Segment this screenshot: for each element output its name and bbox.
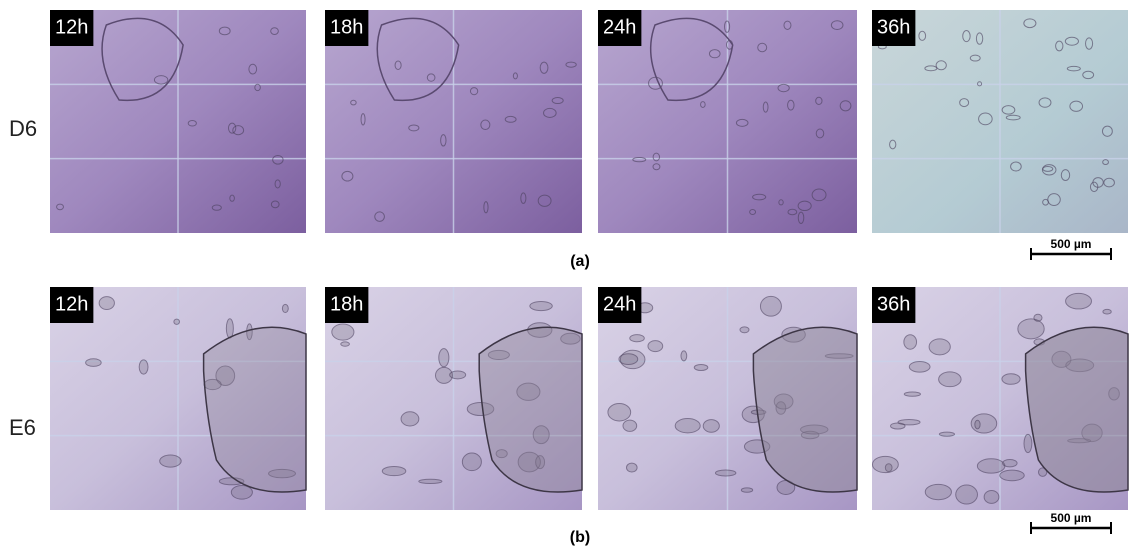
time-label: 12h [55, 293, 88, 315]
cell-cluster [675, 419, 700, 433]
cell-cluster [439, 349, 449, 367]
cell-cluster [626, 463, 637, 472]
micrograph [325, 287, 582, 510]
cell-cluster [630, 335, 644, 342]
cell-cluster [86, 359, 102, 367]
cell-cluster [909, 361, 930, 372]
cell-cluster [904, 392, 920, 396]
cell-cluster [891, 423, 905, 429]
cell-cluster [226, 319, 233, 338]
caption: (a) [570, 253, 590, 270]
scale-bar-label: 500 µm [1051, 237, 1092, 251]
figure: D6 12h 18h 24h 36h 500 µm (a) E6 12h 18h 24h 36h 500… [0, 0, 1129, 550]
cell-cluster [1003, 460, 1017, 467]
cell-cluster [608, 404, 631, 421]
cell-cluster [1018, 319, 1044, 339]
time-label: 18h [330, 293, 363, 315]
cell-cluster [977, 459, 1005, 473]
micrograph [598, 287, 857, 510]
cell-cluster [984, 491, 999, 504]
time-label: 12h [55, 16, 88, 38]
cell-cluster [694, 365, 708, 371]
cell-cluster [1034, 314, 1042, 321]
cell-cluster [530, 301, 552, 310]
cell-cluster [160, 455, 181, 467]
micrograph [598, 10, 857, 233]
cell-cluster [904, 335, 917, 349]
cell-cluster [623, 420, 637, 431]
cell-cluster [341, 342, 350, 346]
scale-bar-label: 500 µm [1051, 511, 1092, 525]
cell-cluster [929, 339, 950, 355]
cell-cluster [231, 485, 252, 499]
time-label: 36h [877, 16, 910, 38]
cell-cluster [872, 456, 898, 472]
caption: (b) [570, 529, 590, 546]
micrograph [50, 287, 306, 510]
cell-cluster [740, 327, 749, 333]
cell-cluster [1002, 374, 1020, 385]
cell-cluster [939, 372, 961, 387]
cell-cluster [139, 360, 148, 374]
row-label: E6 [9, 415, 36, 440]
row-label: D6 [9, 116, 37, 141]
micrograph [325, 10, 582, 233]
cell-cluster [1066, 293, 1092, 309]
cell-cluster [619, 354, 638, 365]
cell-cluster [760, 296, 781, 316]
cell-cluster [939, 432, 954, 436]
cell-cluster [450, 371, 466, 379]
cell-cluster [401, 412, 419, 426]
cell-cluster [1000, 470, 1024, 481]
time-label: 24h [603, 293, 636, 315]
cell-cluster [332, 324, 354, 340]
cell-cluster [174, 319, 180, 324]
micrograph [50, 10, 306, 233]
time-label: 36h [877, 293, 910, 315]
cell-cluster [462, 453, 481, 471]
cell-cluster [681, 351, 687, 361]
cell-cluster [741, 488, 752, 492]
cell-cluster [925, 484, 951, 499]
cell-cluster [715, 470, 735, 476]
cell-cluster [975, 420, 980, 429]
cell-cluster [648, 341, 663, 352]
micrograph [872, 10, 1128, 233]
cell-cluster [1103, 309, 1111, 314]
cell-cluster [956, 485, 978, 504]
time-label: 24h [603, 16, 636, 38]
cell-cluster [99, 297, 114, 310]
cell-cluster [1024, 434, 1032, 452]
cell-cluster [703, 420, 719, 433]
cell-cluster [419, 479, 442, 483]
cell-cluster [382, 467, 406, 476]
cell-cluster [282, 304, 288, 312]
micrograph [872, 287, 1128, 510]
time-label: 18h [330, 16, 363, 38]
